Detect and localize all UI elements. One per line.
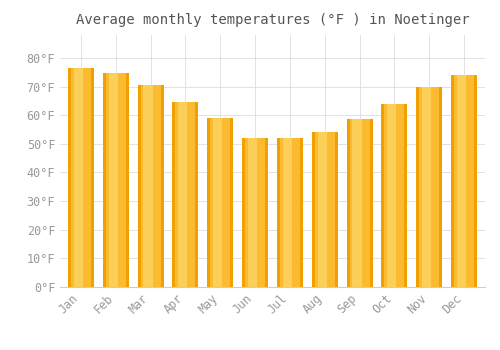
Bar: [282, 138, 292, 287]
Bar: [422, 86, 431, 287]
Bar: [346, 119, 350, 287]
Bar: [196, 102, 198, 287]
Bar: [277, 138, 280, 287]
Bar: [102, 73, 106, 287]
Bar: [102, 73, 129, 287]
Bar: [451, 75, 454, 287]
Bar: [439, 86, 442, 287]
Bar: [404, 104, 407, 287]
Bar: [207, 118, 210, 287]
Bar: [178, 102, 188, 287]
Bar: [416, 86, 442, 287]
Bar: [172, 102, 176, 287]
Bar: [172, 102, 199, 287]
Bar: [265, 138, 268, 287]
Bar: [318, 132, 326, 287]
Bar: [91, 68, 94, 287]
Bar: [346, 119, 372, 287]
Bar: [334, 132, 338, 287]
Bar: [416, 86, 420, 287]
Bar: [248, 138, 257, 287]
Bar: [382, 104, 384, 287]
Bar: [242, 138, 245, 287]
Bar: [126, 73, 129, 287]
Bar: [370, 119, 372, 287]
Bar: [300, 138, 303, 287]
Bar: [277, 138, 303, 287]
Bar: [474, 75, 477, 287]
Bar: [108, 73, 118, 287]
Bar: [387, 104, 396, 287]
Bar: [138, 85, 140, 287]
Bar: [457, 75, 466, 287]
Bar: [144, 85, 152, 287]
Bar: [312, 132, 338, 287]
Bar: [68, 68, 71, 287]
Bar: [382, 104, 407, 287]
Bar: [230, 118, 234, 287]
Bar: [74, 68, 83, 287]
Title: Average monthly temperatures (°F ) in Noetinger: Average monthly temperatures (°F ) in No…: [76, 13, 469, 27]
Bar: [451, 75, 477, 287]
Bar: [312, 132, 315, 287]
Bar: [213, 118, 222, 287]
Bar: [352, 119, 362, 287]
Bar: [138, 85, 164, 287]
Bar: [207, 118, 234, 287]
Bar: [242, 138, 268, 287]
Bar: [68, 68, 94, 287]
Bar: [160, 85, 164, 287]
